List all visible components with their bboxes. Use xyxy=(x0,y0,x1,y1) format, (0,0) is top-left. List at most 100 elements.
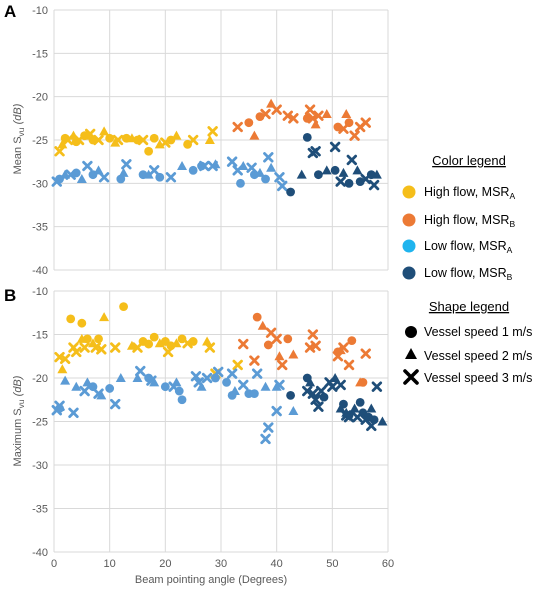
panel-b-point-low-A-triangle xyxy=(260,381,271,391)
panel-a-point-high-B-cross xyxy=(313,110,324,121)
panel-a-point-high-A-circle xyxy=(149,133,159,143)
panel-b-point-high-A-cross xyxy=(232,359,243,371)
panel-b-point-high-B-cross xyxy=(343,359,355,371)
panel-b-point-high-A-cross xyxy=(96,344,107,355)
panel-b-point-high-B-cross xyxy=(332,351,344,362)
panel-a-point-high-B-cross xyxy=(307,113,319,124)
panel-a-y-ticks: -10 -15 -20 -25 -30 -35 -40 xyxy=(32,5,48,277)
panel-a-y-tick-label: -40 xyxy=(32,265,48,277)
panel-b-point-high-A-triangle xyxy=(154,338,165,348)
panel-b-x-axis-title: Beam pointing angle (Degrees) xyxy=(135,574,287,586)
panel-b-point-low-A-cross xyxy=(213,366,224,378)
panel-b-y-tick-label: -40 xyxy=(32,547,48,559)
panel-a-point-high-A-triangle xyxy=(204,135,215,144)
panel-a-point-high-A-circle xyxy=(105,133,115,143)
panel-a-point-low-B-cross xyxy=(310,146,321,157)
panel-a-point-high-A-cross xyxy=(207,126,218,137)
panel-a-point-low-A-cross xyxy=(149,165,160,176)
panel-b-point-low-A-cross xyxy=(251,368,263,379)
panel-b-point-low-B-cross xyxy=(302,385,313,397)
legend-swatch-high-flow-msr-b xyxy=(402,213,416,227)
panel-b-point-high-B-circle xyxy=(252,312,262,322)
panel-b-point-low-A-cross xyxy=(93,388,104,399)
panel-b-point-low-A-triangle xyxy=(229,386,240,396)
panel-a-point-high-A-cross xyxy=(54,146,65,157)
panel-b-point-high-B-cross xyxy=(249,355,260,366)
panel-a-point-high-A-cross xyxy=(187,134,199,146)
panel-b-point-high-A-triangle xyxy=(57,364,68,374)
panel-b-point-low-B-triangle xyxy=(335,403,346,413)
panel-a-point-low-B-cross xyxy=(346,154,358,166)
panel-a-point-low-B-cross xyxy=(329,141,341,153)
panel-b-point-high-A-cross xyxy=(59,353,71,365)
panel-a-point-high-A-circle xyxy=(144,146,154,156)
panel-b-y-axis-title: Maximum Svu (dB) xyxy=(12,375,26,466)
panel-b-point-low-A-triangle xyxy=(171,377,182,387)
panel-b-point-high-B-circle xyxy=(283,334,293,344)
panel-b-point-low-B-cross xyxy=(307,388,319,399)
panel-b-point-high-B-cross xyxy=(360,348,371,359)
panel-a-point-low-B-circle xyxy=(330,165,340,175)
panel-b-point-low-A-cross xyxy=(54,400,65,412)
legend-label-high-flow-msr-a: High flow, MSRA xyxy=(424,185,515,201)
panel-b-point-high-B-cross xyxy=(238,338,249,350)
panel-b-point-high-B-cross xyxy=(310,340,321,352)
panel-b-point-high-A-cross xyxy=(182,338,193,349)
cross-icon xyxy=(403,369,419,385)
panel-a-point-high-B-triangle xyxy=(310,119,321,129)
panel-a-point-low-A-triangle xyxy=(254,167,265,177)
panel-a-y-tick-label: -15 xyxy=(32,48,48,60)
panel-b-point-high-A-cross xyxy=(71,346,82,358)
panel-a-point-high-B-triangle xyxy=(249,130,260,140)
panel-b-point-high-A-cross xyxy=(204,342,216,353)
panel-a-point-low-B-cross xyxy=(335,176,346,187)
panel-b-point-low-B-circle xyxy=(286,391,295,400)
legend-label-speed-3: Vessel speed 3 m/s xyxy=(424,371,532,385)
panel-b-x-tick-label: 10 xyxy=(104,558,116,570)
panel-b-y-tick-label: -15 xyxy=(32,330,48,342)
panel-b-point-low-B-triangle xyxy=(366,403,377,413)
panel-b-point-low-A-cross xyxy=(260,433,271,445)
panel-a-point-high-B-triangle xyxy=(321,109,332,118)
panel-a-point-high-A-triangle xyxy=(171,130,182,140)
panel-a-point-low-A-triangle xyxy=(143,169,154,179)
panel-b-point-high-A-circle xyxy=(77,318,87,328)
panel-a-point-low-A-cross xyxy=(277,180,288,192)
panel-b-point-low-A-triangle xyxy=(115,373,126,382)
legend-label-speed-2: Vessel speed 2 m/s xyxy=(424,349,532,363)
panel-b-point-high-A-triangle xyxy=(87,338,98,348)
legend-item-low-flow-msr-b: Low flow, MSRB xyxy=(402,266,513,282)
panel-b-point-high-B-triangle xyxy=(257,320,268,330)
panel-a-point-high-B-cross xyxy=(288,113,299,124)
panel-b-point-low-A-cross xyxy=(226,368,238,379)
panel-b-point-low-A-cross xyxy=(190,371,202,382)
panel-b-point-low-A-cross xyxy=(238,379,249,391)
panel-b-point-high-A-cross xyxy=(162,346,174,358)
panel-a-point-low-A-triangle xyxy=(93,165,104,175)
panel-b-point-low-A-cross xyxy=(274,379,285,391)
triangle-icon xyxy=(405,348,417,359)
panel-a-point-low-B-circle xyxy=(302,133,312,142)
panel-a-point-high-A-cross xyxy=(73,134,85,146)
panel-b-point-low-A-cross xyxy=(168,381,179,392)
panel-a-point-low-A-cross xyxy=(65,169,76,180)
panel-a-y-axis-title: Mean Svu (dB) xyxy=(12,103,26,174)
panel-a-point-low-A-triangle xyxy=(266,162,277,172)
panel-b-point-low-B-triangle xyxy=(305,377,316,387)
panel-a-point-low-B-circle xyxy=(314,170,323,180)
panel-a-point-low-A-cross xyxy=(207,160,218,172)
legend-item-low-flow-msr-a: Low flow, MSRA xyxy=(402,239,513,255)
panel-b-point-low-A-triangle xyxy=(288,406,299,416)
panel-b-point-high-B-triangle xyxy=(355,377,366,387)
panel-a-point-low-A-cross xyxy=(246,162,257,173)
color-legend-heading: Color legend xyxy=(432,153,506,168)
panel-a-point-high-A-cross xyxy=(160,137,171,148)
panel-b-x-tick-label: 40 xyxy=(271,558,283,570)
panel-a-point-low-B-triangle xyxy=(321,165,332,175)
panel-b-point-low-A-cross xyxy=(271,405,282,417)
panel-a-grid xyxy=(53,9,389,271)
panel-b-y-tick-label: -10 xyxy=(32,286,48,298)
panel-b-point-low-A-circle xyxy=(160,382,170,392)
panel-a-point-high-B-cross xyxy=(271,104,282,115)
legend-label-speed-1: Vessel speed 1 m/s xyxy=(424,325,532,339)
